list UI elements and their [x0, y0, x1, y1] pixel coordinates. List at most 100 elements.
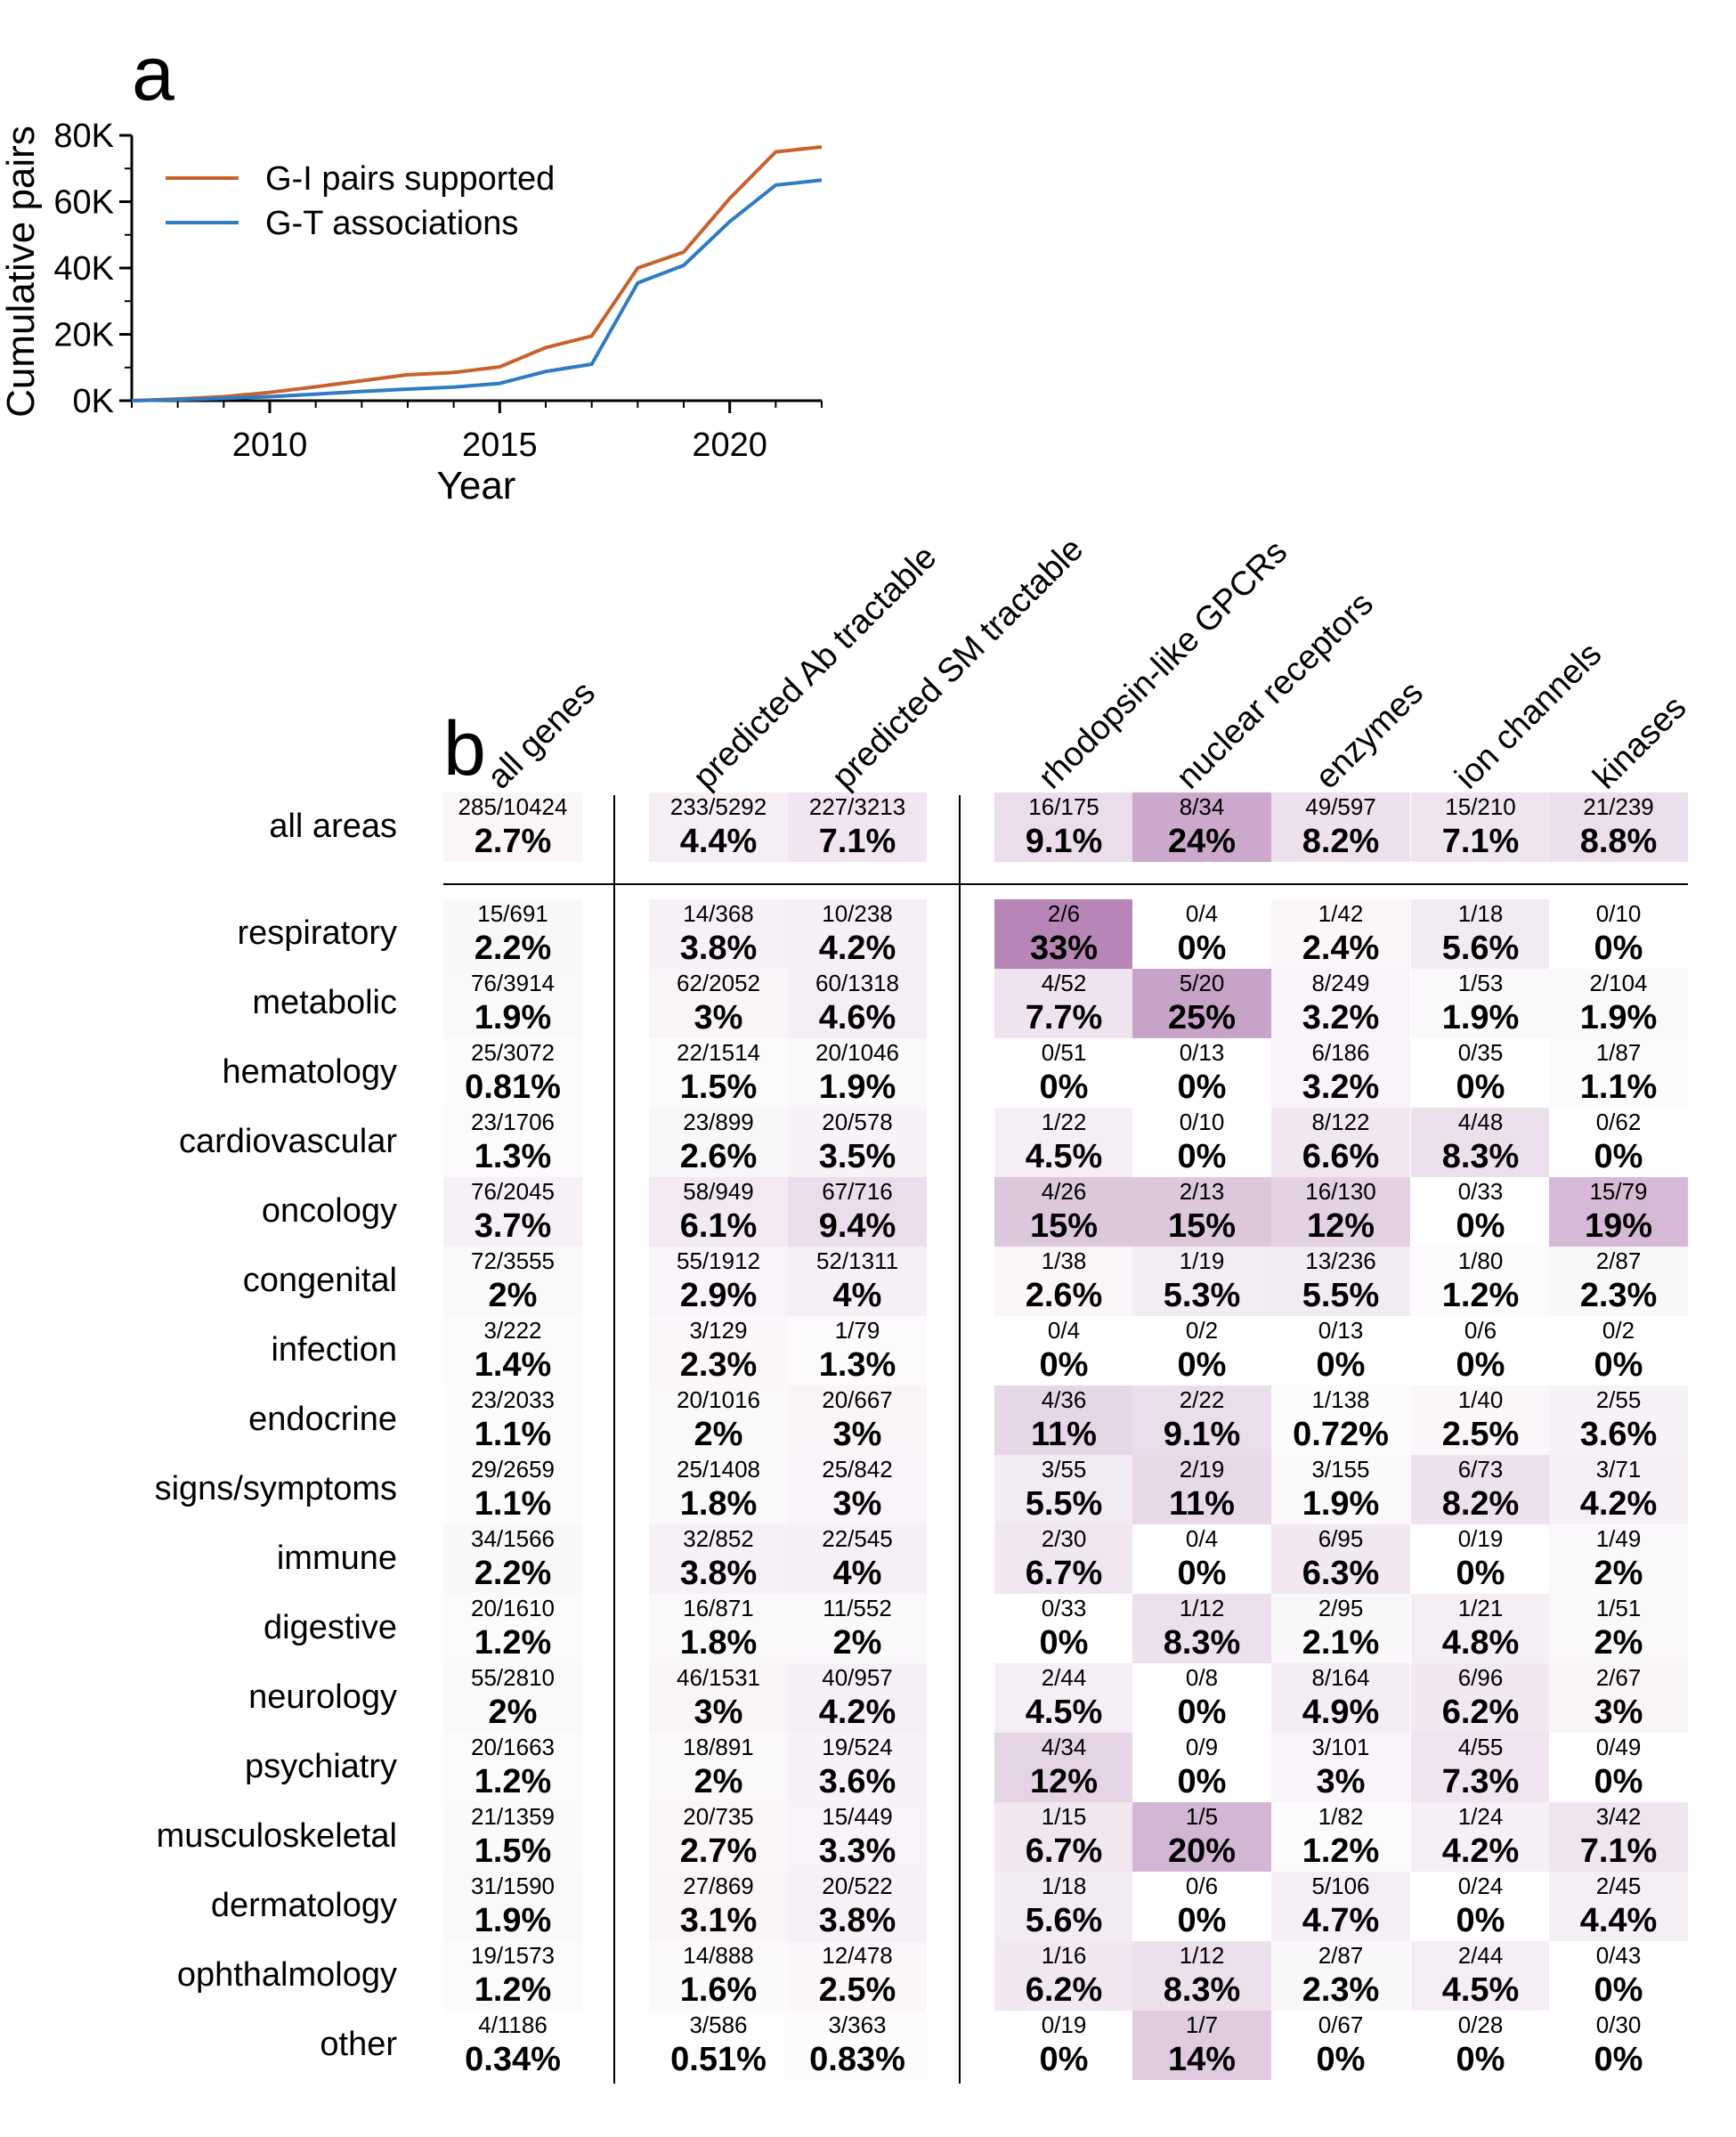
cell-fraction: 1/82 — [1318, 1803, 1364, 1830]
heatmap-cell — [649, 1733, 788, 1802]
heatmap-cell — [443, 1594, 582, 1663]
heatmap-cell — [788, 1455, 927, 1524]
row-label: digestive — [264, 1609, 397, 1646]
cell-fraction: 1/87 — [1596, 1039, 1642, 1066]
cell-fraction: 34/1566 — [471, 1525, 555, 1552]
column-header: ion channels — [1448, 636, 1610, 797]
cell-percent: 1.2% — [475, 1971, 552, 2009]
cell-fraction: 6/73 — [1458, 1456, 1504, 1483]
x-tick-label: 2020 — [692, 427, 767, 464]
heatmap-cell — [443, 1733, 582, 1802]
cell-percent: 3.7% — [475, 1207, 552, 1245]
heatmap-cell — [1549, 1247, 1688, 1316]
heatmap-cell — [994, 1038, 1133, 1108]
cell-fraction: 0/19 — [1458, 1525, 1504, 1552]
cell-percent: 2% — [1594, 1624, 1643, 1662]
cell-percent: 1.8% — [680, 1624, 758, 1662]
cell-percent: 15% — [1030, 1207, 1098, 1245]
cell-fraction: 15/449 — [822, 1803, 893, 1830]
cell-percent: 4.5% — [1026, 1694, 1103, 1731]
cell-percent: 1.9% — [475, 999, 552, 1036]
cell-percent: 0% — [1594, 1138, 1643, 1175]
cell-fraction: 62/2052 — [677, 970, 760, 996]
row-label: signs/symptoms — [155, 1470, 397, 1507]
cell-fraction: 20/1016 — [677, 1386, 760, 1413]
cell-percent: 0.83% — [809, 2041, 905, 2078]
heatmap-cell — [788, 1108, 927, 1177]
heatmap-cell — [443, 1247, 582, 1316]
cell-percent: 0.72% — [1293, 1416, 1389, 1453]
cell-fraction: 1/16 — [1042, 1942, 1087, 1969]
heatmap-cell — [1132, 1385, 1271, 1455]
cell-percent: 0% — [1594, 2041, 1643, 2078]
heatmap-cell — [994, 1247, 1133, 1316]
y-axis-label: Cumulative pairs — [0, 126, 43, 418]
heatmap-cell — [649, 1455, 788, 1524]
cell-percent: 33% — [1030, 930, 1098, 967]
cell-fraction: 0/13 — [1180, 1039, 1225, 1066]
cell-fraction: 27/869 — [683, 1873, 754, 1899]
cell-percent: 2.2% — [475, 930, 552, 967]
cell-fraction: 1/138 — [1311, 1386, 1369, 1413]
heatmap-cell — [649, 792, 788, 862]
cell-fraction: 16/175 — [1028, 793, 1099, 820]
heatmap-cell — [1549, 1872, 1688, 1941]
cell-fraction: 55/2810 — [471, 1664, 555, 1691]
heatmap-cell — [1271, 1524, 1410, 1594]
cell-fraction: 76/2045 — [471, 1178, 555, 1205]
heatmap-cell — [649, 1108, 788, 1177]
cell-percent: 4.2% — [819, 930, 896, 967]
cell-fraction: 15/79 — [1589, 1178, 1647, 1205]
heatmap-cell — [788, 1802, 927, 1872]
heatmap-cell — [994, 792, 1133, 862]
cell-percent: 0% — [1594, 1346, 1643, 1384]
heatmap-cell — [1271, 899, 1410, 969]
column-header: all genes — [481, 674, 603, 796]
heatmap-cell — [788, 899, 927, 969]
cell-percent: 2.3% — [1580, 1277, 1658, 1314]
cell-fraction: 15/691 — [477, 900, 548, 927]
cell-fraction: 4/1186 — [478, 2011, 548, 2038]
cell-fraction: 4/36 — [1042, 1386, 1087, 1413]
cell-fraction: 1/18 — [1458, 900, 1504, 927]
heatmap-cell — [1132, 1594, 1271, 1663]
cell-fraction: 72/3555 — [471, 1247, 555, 1274]
cell-fraction: 1/5 — [1186, 1803, 1218, 1830]
legend-label: G-I pairs supported — [265, 160, 555, 198]
row-label: hematology — [223, 1053, 397, 1091]
cell-fraction: 0/28 — [1458, 2011, 1504, 2038]
cell-percent: 0% — [1040, 1068, 1089, 1106]
cell-fraction: 2/13 — [1180, 1178, 1225, 1205]
cell-fraction: 2/87 — [1596, 1247, 1642, 1274]
cell-percent: 4.5% — [1026, 1138, 1103, 1175]
panel-a-series-lines — [131, 145, 823, 402]
y-tick-label: 40K — [53, 250, 114, 288]
cell-fraction: 4/55 — [1458, 1734, 1504, 1760]
cell-percent: 4.9% — [1302, 1694, 1380, 1731]
heatmap-cell — [1549, 1802, 1688, 1872]
cell-percent: 3.8% — [680, 1555, 758, 1592]
heatmap-cell — [1411, 1038, 1550, 1108]
cell-percent: 1.9% — [475, 1902, 552, 1939]
heatmap-cell — [994, 1108, 1133, 1177]
cell-fraction: 0/33 — [1458, 1178, 1504, 1205]
column-header: kinases — [1586, 689, 1694, 797]
cell-fraction: 31/1590 — [471, 1873, 555, 1899]
heatmap-cell — [994, 1872, 1133, 1941]
cell-percent: 2% — [833, 1624, 882, 1662]
heatmap-cell — [994, 1594, 1133, 1663]
cell-percent: 7.3% — [1442, 1763, 1520, 1800]
cell-fraction: 18/891 — [683, 1734, 754, 1760]
heatmap-cell — [1132, 1872, 1271, 1941]
heatmap-cell — [788, 1594, 927, 1663]
cell-percent: 7.7% — [1026, 999, 1103, 1036]
cell-percent: 3.8% — [819, 1902, 896, 1939]
cell-percent: 2.6% — [1026, 1277, 1103, 1314]
cell-percent: 2.5% — [819, 1971, 896, 2009]
cell-fraction: 0/30 — [1596, 2011, 1642, 2038]
cell-fraction: 25/3072 — [471, 1039, 555, 1066]
cell-percent: 2.1% — [1302, 1624, 1380, 1662]
cell-percent: 0% — [1317, 1346, 1366, 1384]
cell-percent: 1.2% — [1442, 1277, 1520, 1314]
cell-fraction: 0/6 — [1464, 1317, 1497, 1344]
